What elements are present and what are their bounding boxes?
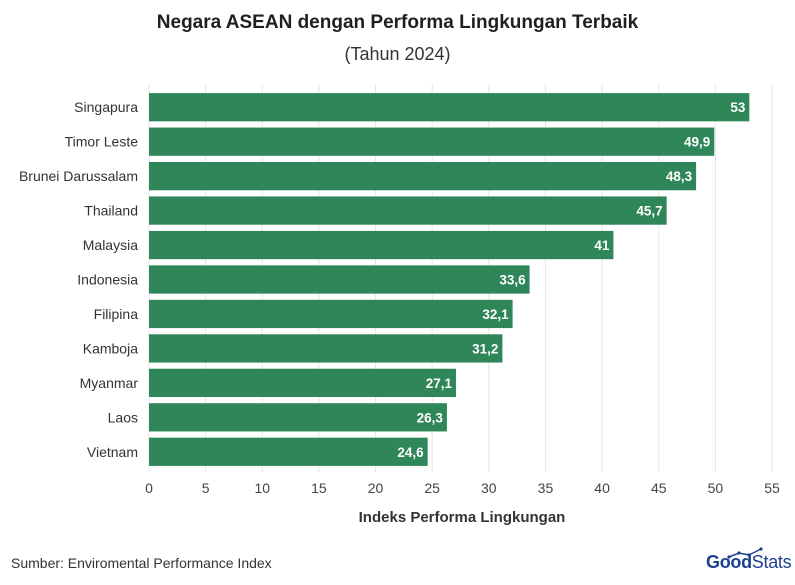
chart-title: Negara ASEAN dengan Performa Lingkungan …: [156, 12, 639, 33]
category-label: Brunei Darussalam: [19, 168, 138, 184]
bar: [149, 127, 715, 156]
bar-value-label: 32,1: [482, 307, 509, 322]
category-label: Singapura: [74, 99, 138, 115]
category-label: Indonesia: [77, 272, 138, 288]
bar: [149, 334, 503, 363]
x-tick-label: 30: [481, 480, 497, 496]
category-label: Vietnam: [87, 444, 138, 460]
x-tick-label: 10: [254, 480, 270, 496]
bar-value-label: 27,1: [426, 376, 453, 391]
category-label: Timor Leste: [65, 134, 139, 150]
bars: 53 49,9 48,3 45,7 41 33,6 32,1 31,2 27,1 26,3 24,6: [149, 93, 750, 466]
bar: [149, 196, 667, 225]
category-label: Myanmar: [80, 375, 139, 391]
x-tick-label: 45: [651, 480, 667, 496]
logo-good: Good: [706, 552, 752, 572]
bar-chart: 53 49,9 48,3 45,7 41 33,6 32,1 31,2 27,1 26,3 24,6…: [19, 84, 780, 526]
bar: [149, 403, 447, 432]
bar: [149, 93, 750, 122]
x-tick-label: 25: [424, 480, 440, 496]
logo-chart-icon: [727, 547, 763, 559]
x-tick-label: 55: [764, 480, 780, 496]
bar-value-label: 33,6: [499, 273, 526, 288]
goodstats-logo: GoodStats: [706, 552, 792, 573]
bar-value-label: 53: [730, 100, 746, 115]
bar-value-label: 49,9: [684, 135, 710, 150]
bar-value-label: 48,3: [666, 169, 693, 184]
category-label: Kamboja: [83, 340, 138, 356]
bar-value-label: 24,6: [397, 445, 424, 460]
bar: [149, 368, 456, 397]
x-tick-labels: 0 5 10 15 20 25 30 35 40 45 50 55: [145, 480, 780, 496]
category-label: Laos: [108, 409, 138, 425]
x-tick-label: 0: [145, 480, 153, 496]
category-label: Thailand: [84, 203, 138, 219]
x-tick-label: 15: [311, 480, 327, 496]
x-tick-label: 40: [594, 480, 610, 496]
category-labels: Singapura Timor Leste Brunei Darussalam Tha…: [19, 99, 138, 460]
bar-value-label: 45,7: [636, 204, 662, 219]
bar-value-label: 26,3: [417, 410, 444, 425]
category-label: Filipina: [94, 306, 139, 322]
bar: [149, 265, 530, 294]
category-label: Malaysia: [83, 237, 138, 253]
bar-value-label: 41: [594, 238, 610, 253]
bar: [149, 299, 513, 329]
x-axis-label: Indeks Performa Lingkungan: [359, 509, 566, 526]
logo-stats: Stats: [751, 552, 792, 572]
bar: [149, 437, 428, 466]
x-tick-label: 20: [368, 480, 384, 496]
bar: [149, 230, 614, 260]
x-tick-label: 5: [202, 480, 210, 496]
bar-value-label: 31,2: [472, 341, 498, 356]
chart-subtitle: (Tahun 2024): [344, 44, 451, 64]
x-tick-label: 35: [538, 480, 554, 496]
x-tick-label: 50: [708, 480, 724, 496]
source-note: Sumber: Enviromental Performance Index: [11, 555, 272, 571]
bar: [149, 162, 697, 191]
